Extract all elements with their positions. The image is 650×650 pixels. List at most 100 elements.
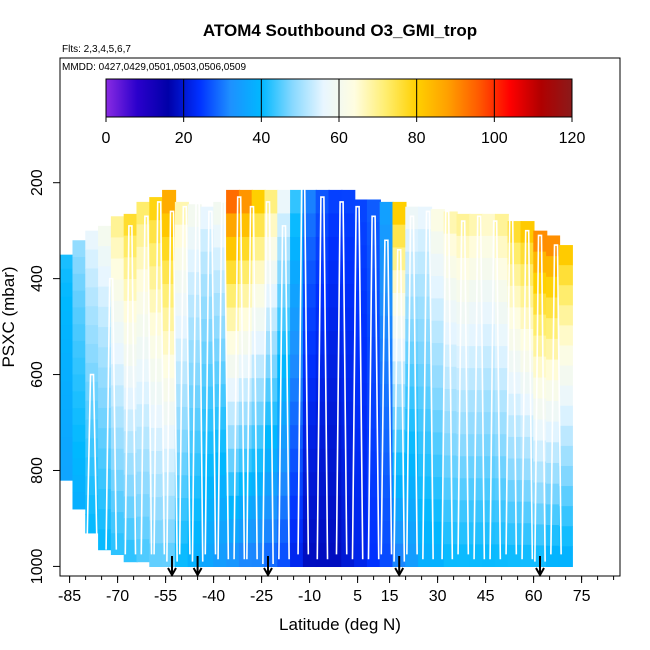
heatmap-cell	[149, 543, 164, 568]
y-tick-label: 400	[29, 265, 46, 292]
heatmap-cell	[174, 452, 189, 476]
heatmap-cell	[60, 423, 74, 439]
heatmap-cell	[315, 378, 330, 403]
heatmap-cell	[123, 300, 138, 324]
heatmap-cell	[174, 475, 189, 499]
heatmap-cell	[85, 287, 100, 307]
heatmap-cell	[430, 231, 445, 255]
heatmap-cell	[315, 331, 330, 356]
heatmap-cell	[366, 291, 381, 315]
heatmap-cell	[238, 354, 253, 379]
heatmap-cell	[226, 495, 241, 520]
x-tick-label: -40	[202, 588, 225, 605]
profile-trace	[367, 215, 380, 560]
profile-arrow-head	[394, 567, 405, 578]
heatmap-cell	[149, 450, 164, 475]
heatmap-cell	[98, 529, 113, 551]
heatmap-cell	[533, 524, 548, 547]
heatmap-cell	[315, 213, 330, 238]
heatmap-cell	[315, 307, 330, 332]
profile-trace	[335, 201, 348, 555]
heatmap-cell	[494, 522, 509, 545]
heatmap-cell	[354, 520, 369, 545]
heatmap-cell	[302, 425, 317, 450]
heatmap-cell	[136, 449, 151, 473]
heatmap-cell	[226, 378, 241, 403]
heatmap-cell	[277, 519, 292, 544]
heatmap-cell	[290, 495, 305, 520]
heatmap-cell	[354, 543, 369, 568]
heatmap-cell	[302, 472, 317, 497]
heatmap-cell	[482, 434, 497, 457]
heatmap-cell	[469, 522, 484, 545]
heatmap-cell	[60, 353, 74, 368]
heatmap-cell	[136, 201, 151, 225]
heatmap-cell	[238, 519, 253, 544]
heatmap-cell	[238, 378, 253, 403]
heatmap-cell	[546, 504, 561, 526]
profile-arrow-head	[192, 567, 203, 578]
heatmap-cell	[366, 314, 381, 338]
profile-trace	[380, 239, 393, 555]
heatmap-cell	[136, 471, 151, 495]
heatmap-cell	[85, 325, 100, 345]
profile-arrows	[167, 556, 545, 578]
heatmap-cell	[418, 498, 433, 523]
heatmap-cell	[520, 221, 535, 244]
heatmap-cell	[443, 499, 458, 523]
heatmap-cell	[162, 519, 177, 544]
heatmap-cell	[341, 189, 356, 215]
heatmap-cell	[98, 509, 113, 530]
heatmap-cell	[366, 405, 381, 430]
heatmap-cell	[123, 279, 138, 302]
heatmap-cell	[482, 522, 497, 545]
heatmap-cell	[494, 324, 509, 347]
heatmap-cell	[328, 284, 343, 309]
heatmap-cell	[341, 378, 356, 403]
heatmap-cell	[72, 307, 87, 325]
heatmap-cell	[238, 472, 253, 497]
heatmap-cell	[520, 544, 535, 568]
heatmap-cell	[290, 378, 305, 403]
colorbar-tick-label: 120	[559, 130, 586, 147]
heatmap-cell	[226, 401, 241, 426]
heatmap-cell	[507, 242, 522, 265]
heatmap-cell	[328, 425, 343, 450]
heatmap-cell	[200, 229, 215, 253]
heatmap-cell	[520, 328, 535, 352]
colorbar-tick-label: 60	[330, 130, 348, 147]
heatmap-cell	[302, 331, 317, 356]
heatmap-cell	[174, 406, 189, 431]
heatmap-cell	[226, 307, 241, 332]
x-tick-label: -70	[106, 588, 129, 605]
heatmap-cell	[251, 260, 266, 285]
heatmap-cell	[443, 233, 458, 257]
heatmap-cell	[72, 441, 87, 460]
heatmap-cell	[123, 387, 138, 411]
profile-trace	[489, 220, 502, 560]
heatmap-cell	[392, 338, 407, 362]
heatmap-cell	[290, 519, 305, 544]
heatmap-cell	[328, 354, 343, 379]
heatmap-cell	[60, 465, 74, 481]
colorbar-tick-label: 80	[408, 130, 426, 147]
heatmap-cell	[418, 521, 433, 545]
heatmap-cell	[469, 544, 484, 568]
heatmap-cell	[328, 331, 343, 356]
heatmap-cell	[98, 225, 113, 247]
heatmap-cell	[251, 495, 266, 520]
heatmap-cell	[405, 251, 420, 275]
heatmap-cell	[110, 491, 125, 513]
heatmap-cell	[533, 335, 548, 358]
profile-trace	[153, 201, 166, 555]
heatmap-cell	[162, 189, 177, 215]
heatmap-cell	[558, 546, 573, 568]
profile-trace	[505, 215, 518, 555]
heatmap-cell	[72, 374, 87, 392]
heatmap-cell	[290, 472, 305, 497]
profile-trace	[204, 210, 217, 555]
heatmap-cell	[174, 201, 189, 226]
heatmap-cell	[482, 213, 497, 237]
heatmap-cell	[533, 314, 548, 337]
heatmap-cell	[277, 401, 292, 426]
